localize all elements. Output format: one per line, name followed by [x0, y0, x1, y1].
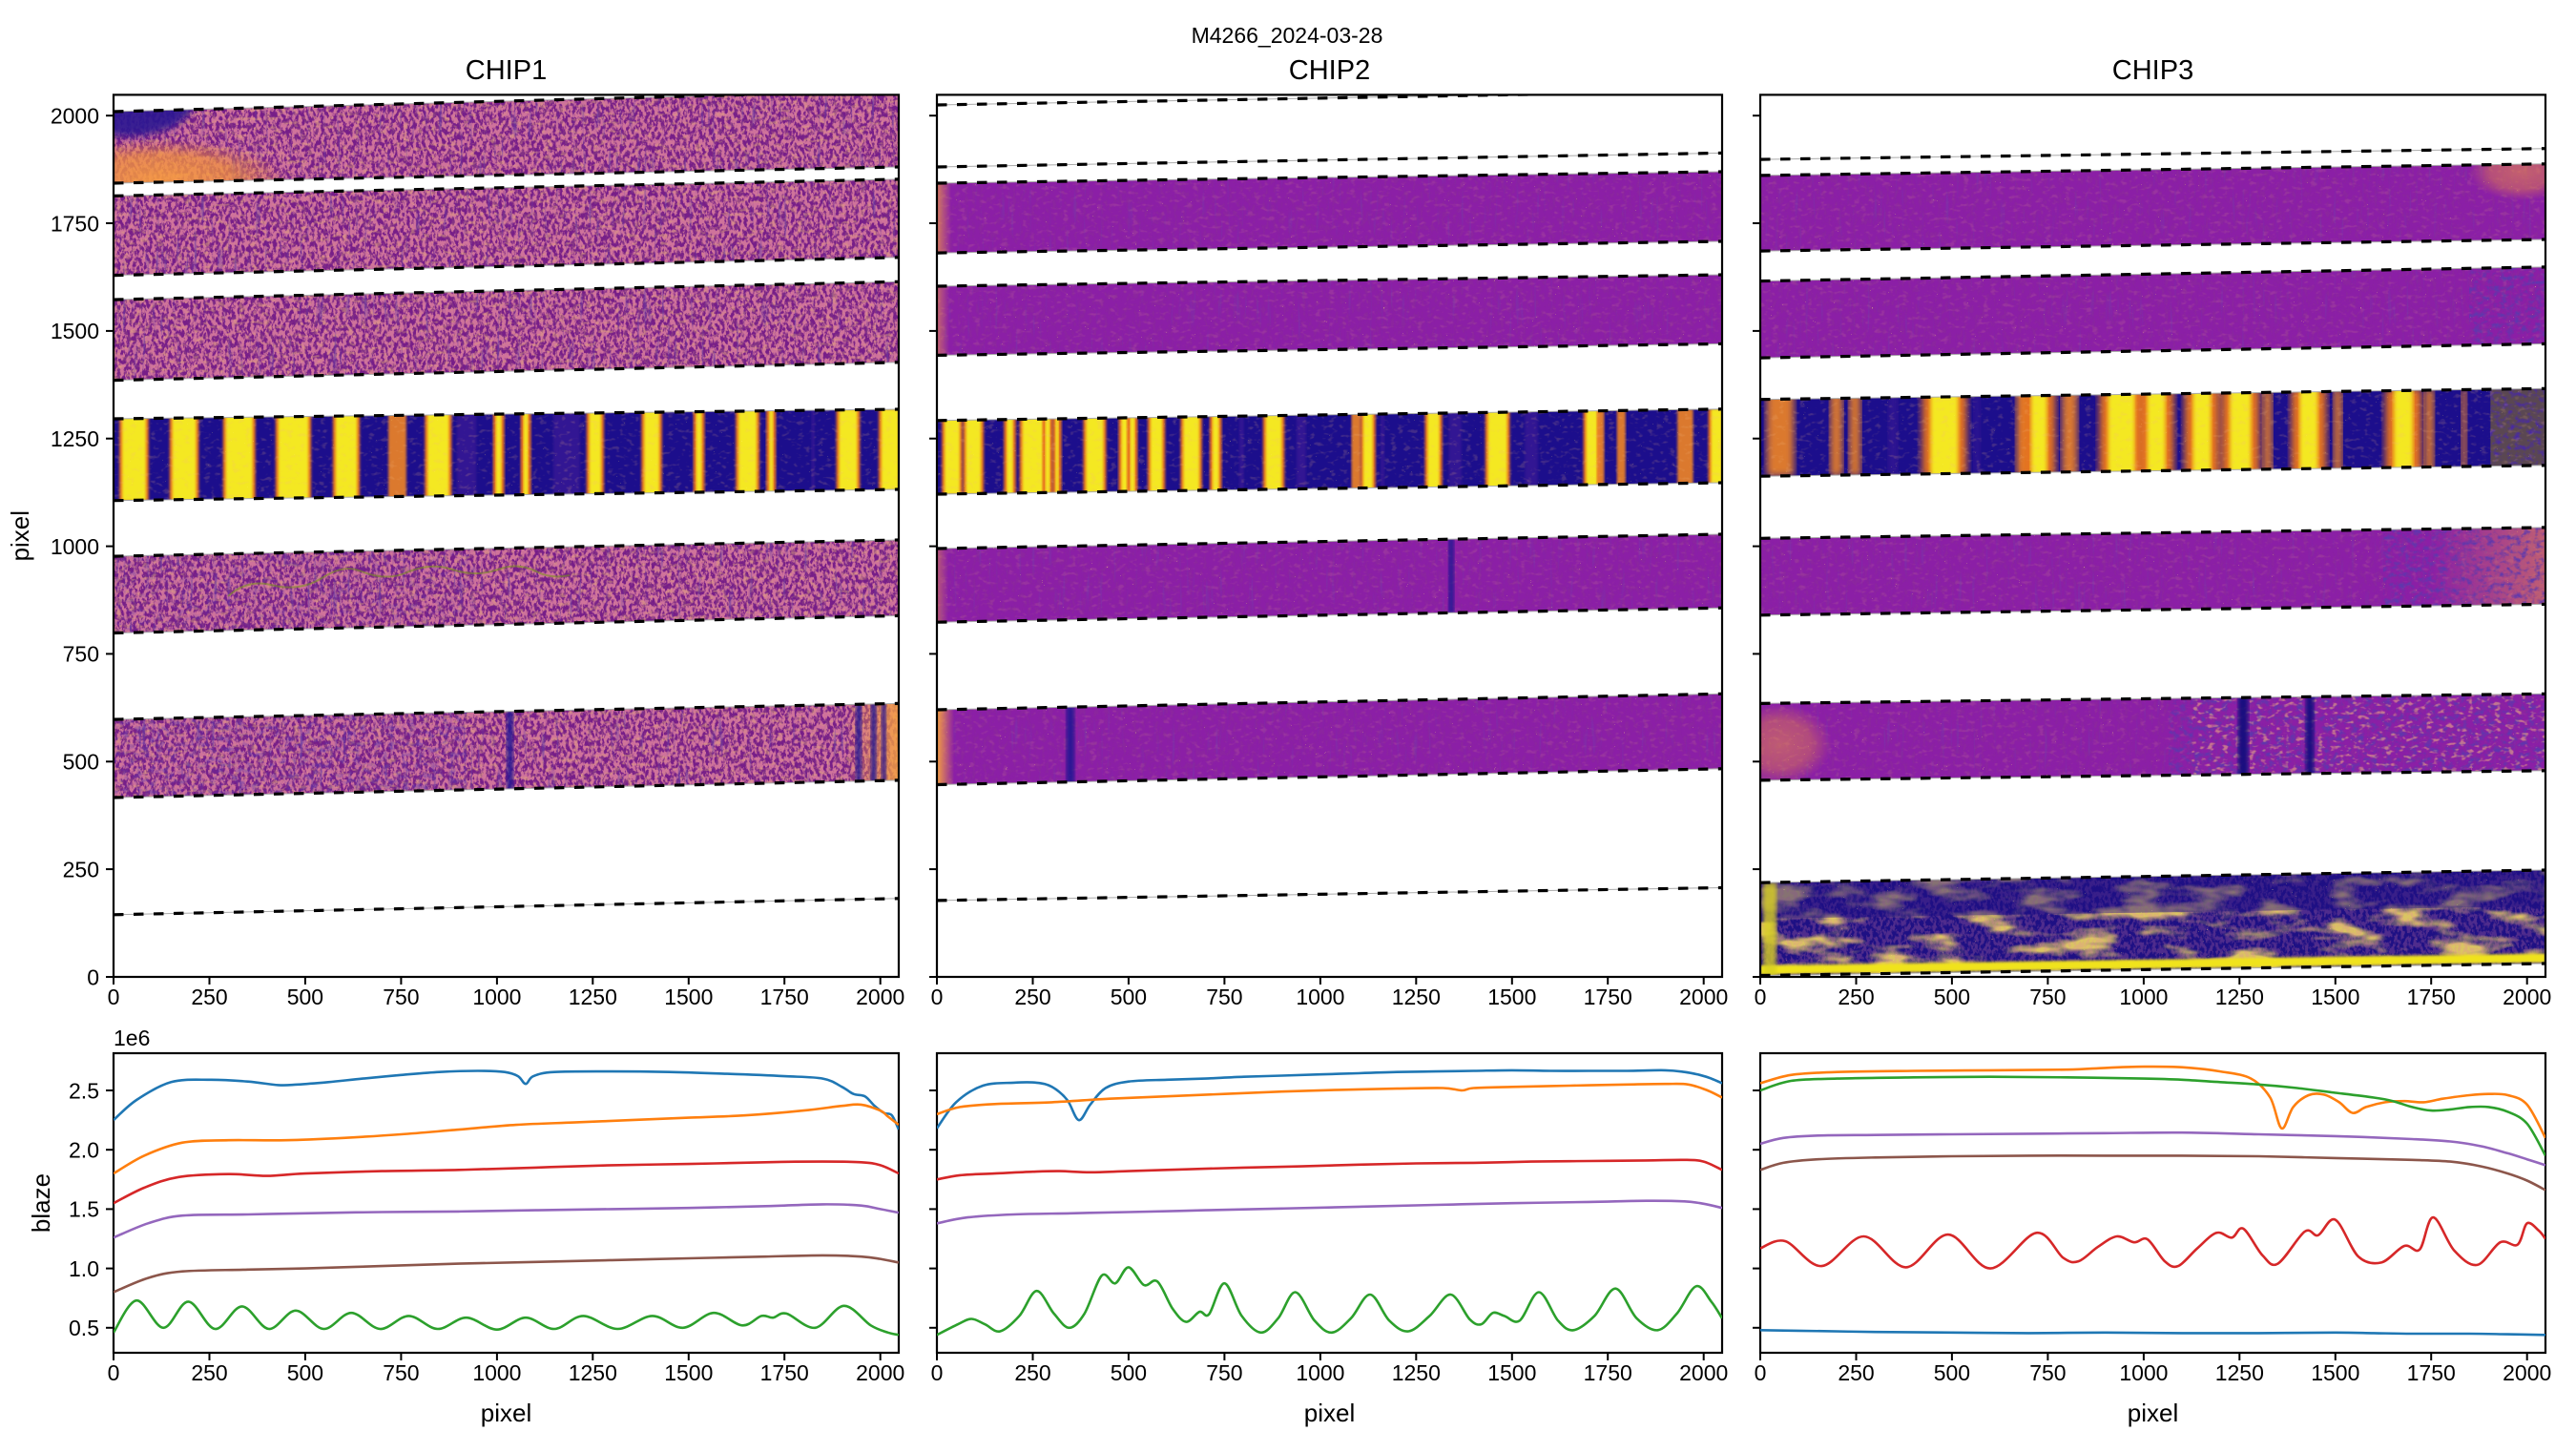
svg-text:500: 500 [287, 985, 323, 1009]
svg-text:pixel: pixel [1304, 1399, 1355, 1427]
svg-text:1500: 1500 [2311, 985, 2359, 1009]
svg-text:1750: 1750 [2407, 1360, 2456, 1385]
svg-text:250: 250 [191, 1360, 227, 1385]
svg-text:CHIP3: CHIP3 [2112, 55, 2193, 86]
svg-text:pixel: pixel [6, 510, 34, 561]
svg-text:1000: 1000 [1296, 1360, 1344, 1385]
svg-text:250: 250 [191, 985, 227, 1009]
svg-text:2.0: 2.0 [69, 1138, 99, 1163]
svg-text:750: 750 [63, 642, 99, 667]
svg-text:1.5: 1.5 [69, 1197, 99, 1222]
svg-text:2000: 2000 [2503, 985, 2551, 1009]
svg-text:1750: 1750 [2407, 985, 2456, 1009]
svg-text:2.5: 2.5 [69, 1078, 99, 1103]
svg-text:1e6: 1e6 [114, 1026, 150, 1050]
svg-text:250: 250 [1838, 985, 1874, 1009]
svg-text:0: 0 [931, 985, 944, 1009]
svg-text:0: 0 [1755, 985, 1767, 1009]
svg-text:1250: 1250 [569, 985, 617, 1009]
svg-text:750: 750 [1206, 1360, 1242, 1385]
svg-text:250: 250 [1014, 985, 1050, 1009]
svg-text:1750: 1750 [1584, 985, 1632, 1009]
svg-text:1250: 1250 [569, 1360, 617, 1385]
svg-text:500: 500 [1111, 985, 1147, 1009]
svg-text:CHIP2: CHIP2 [1289, 55, 1370, 86]
svg-text:0: 0 [108, 985, 120, 1009]
svg-text:pixel: pixel [2128, 1399, 2178, 1427]
svg-text:0.5: 0.5 [69, 1316, 99, 1340]
svg-text:750: 750 [383, 985, 419, 1009]
svg-text:1000: 1000 [1296, 985, 1344, 1009]
svg-text:250: 250 [1014, 1360, 1050, 1385]
svg-text:pixel: pixel [481, 1399, 531, 1427]
svg-text:2000: 2000 [856, 1360, 904, 1385]
svg-text:250: 250 [1838, 1360, 1874, 1385]
svg-text:500: 500 [63, 750, 99, 775]
svg-text:0: 0 [108, 1360, 120, 1385]
svg-text:1000: 1000 [51, 534, 99, 559]
svg-text:750: 750 [1206, 985, 1242, 1009]
svg-text:1500: 1500 [1487, 1360, 1536, 1385]
svg-text:1000: 1000 [472, 985, 521, 1009]
svg-text:1500: 1500 [1487, 985, 1536, 1009]
svg-text:1750: 1750 [760, 1360, 809, 1385]
svg-text:750: 750 [2029, 1360, 2066, 1385]
svg-text:500: 500 [1934, 1360, 1970, 1385]
svg-text:1250: 1250 [2215, 985, 2264, 1009]
svg-text:750: 750 [383, 1360, 419, 1385]
svg-text:2000: 2000 [2503, 1360, 2551, 1385]
svg-text:CHIP1: CHIP1 [466, 55, 547, 86]
svg-text:2000: 2000 [1679, 1360, 1728, 1385]
svg-text:1250: 1250 [1392, 1360, 1441, 1385]
svg-text:1.0: 1.0 [69, 1256, 99, 1281]
svg-text:1500: 1500 [51, 319, 99, 343]
svg-text:1250: 1250 [2215, 1360, 2264, 1385]
svg-text:2000: 2000 [1679, 985, 1728, 1009]
svg-text:1250: 1250 [1392, 985, 1441, 1009]
svg-text:1750: 1750 [760, 985, 809, 1009]
svg-text:M4266_2024-03-28: M4266_2024-03-28 [1192, 23, 1383, 48]
svg-text:1500: 1500 [664, 1360, 713, 1385]
svg-text:1750: 1750 [51, 211, 99, 236]
svg-text:2000: 2000 [51, 104, 99, 129]
svg-text:500: 500 [1111, 1360, 1147, 1385]
svg-text:0: 0 [87, 964, 99, 989]
svg-text:1000: 1000 [2119, 1360, 2168, 1385]
svg-text:1000: 1000 [2119, 985, 2168, 1009]
svg-text:2000: 2000 [856, 985, 904, 1009]
svg-text:500: 500 [287, 1360, 323, 1385]
svg-text:1500: 1500 [2311, 1360, 2359, 1385]
svg-text:blaze: blaze [27, 1173, 55, 1233]
svg-text:0: 0 [931, 1360, 944, 1385]
svg-text:1000: 1000 [472, 1360, 521, 1385]
svg-text:1500: 1500 [664, 985, 713, 1009]
svg-text:1250: 1250 [51, 426, 99, 451]
svg-text:0: 0 [1755, 1360, 1767, 1385]
svg-text:500: 500 [1934, 985, 1970, 1009]
svg-text:750: 750 [2029, 985, 2066, 1009]
svg-text:250: 250 [63, 857, 99, 881]
svg-text:1750: 1750 [1584, 1360, 1632, 1385]
